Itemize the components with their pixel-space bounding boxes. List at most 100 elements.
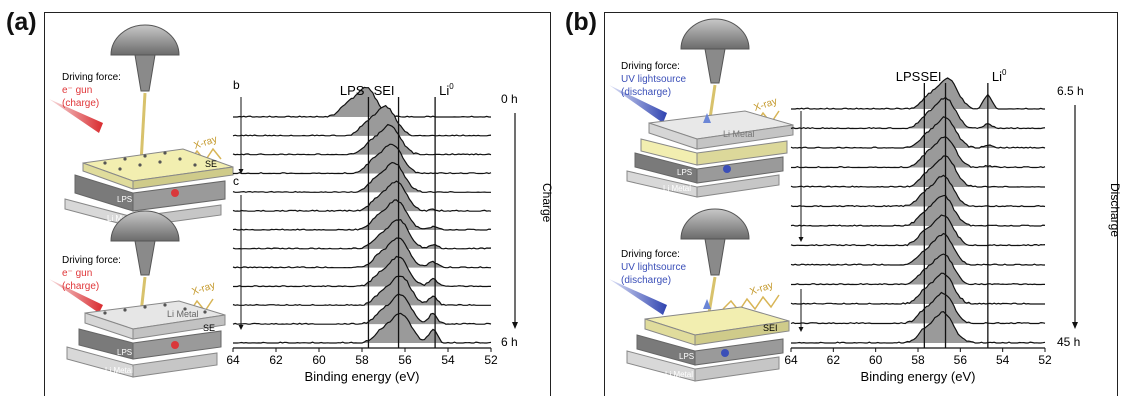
spectrum-line	[233, 86, 491, 118]
x-tick-label: 54	[996, 353, 1010, 367]
spectrum-fill	[233, 238, 491, 268]
x-axis-label: Binding energy (eV)	[861, 369, 976, 384]
reference-label: LPS	[340, 83, 365, 98]
x-tick-label: 58	[355, 353, 369, 367]
x-tick-label: 52	[484, 353, 498, 367]
spectrum-fill	[791, 175, 1045, 207]
x-tick-label: 62	[827, 353, 841, 367]
spectrum-fill	[791, 215, 1045, 246]
uv-beam-arrow-icon	[609, 279, 667, 315]
li-metal-label: Li Metal	[663, 184, 691, 193]
series-arrow-head	[798, 327, 804, 332]
discharge-side-label: Discharge	[1108, 183, 1122, 237]
device-top-b: Driving force: UV lightsource (discharge…	[609, 18, 794, 198]
mode-label: (charge)	[62, 281, 99, 292]
spectrum-line	[233, 143, 492, 175]
li-metal-label: Li Metal	[107, 214, 135, 223]
detector-dome-icon	[680, 18, 750, 126]
time-end-label: 6 h	[501, 335, 518, 349]
spectrum-line	[232, 275, 491, 306]
spectrum-line	[232, 180, 492, 212]
spectrum-line	[232, 237, 491, 269]
spectrum-fill	[791, 254, 1045, 285]
spectrum-line	[790, 272, 1045, 305]
x-tick-label: 62	[269, 353, 283, 367]
se-label: SE	[203, 323, 215, 333]
time-start-label: 6.5 h	[1057, 84, 1084, 98]
spectrum-fill	[233, 199, 491, 230]
driving-force-label: Driving force:	[62, 72, 121, 83]
spectrum-fill	[233, 219, 491, 249]
x-tick-label: 52	[1038, 353, 1052, 367]
ion-arrow-icon	[703, 299, 711, 309]
panel-b-figure: Driving force: UV lightsource (discharge…	[609, 18, 1122, 384]
xray-label: X-ray	[193, 134, 219, 152]
mode-label: (discharge)	[621, 87, 671, 98]
lps-label: LPS	[117, 348, 132, 357]
li-metal-top-label: Li Metal	[167, 309, 199, 319]
spectrum-fill	[791, 97, 1045, 129]
charge-side-label: Charge	[540, 183, 554, 223]
device-bottom-b: Driving force: UV lightsource (discharge…	[609, 208, 790, 382]
source-label: UV lightsource	[621, 74, 686, 85]
spectrum-line	[790, 96, 1046, 130]
spectrum-fill	[791, 311, 1045, 343]
x-tick-label: 58	[911, 353, 925, 367]
x-tick-label: 60	[869, 353, 883, 367]
marker-c-label: c	[233, 174, 239, 188]
xray-label: X-ray	[749, 280, 775, 298]
spectrum-fill	[233, 294, 491, 325]
spectrum-fill	[791, 195, 1045, 226]
mode-label: (charge)	[62, 98, 99, 109]
xps-chart-b: LPS SEI Li0 64 62 60 58 56 54 52 Binding energy (e…	[784, 68, 1083, 384]
source-label: UV lightsource	[621, 262, 686, 273]
spectrum-line	[791, 310, 1046, 344]
ion-arrow-icon	[703, 113, 711, 123]
reference-label: LPS	[896, 69, 921, 84]
electron-icon	[171, 341, 179, 349]
source-label: e⁻ gun	[62, 85, 92, 96]
spectrum-line	[233, 255, 491, 288]
spectrum-line	[790, 174, 1046, 208]
time-arrow-head	[512, 322, 518, 329]
spectrum-line	[791, 77, 1045, 110]
device-top-a: Driving force: e⁻ gun (charge) X-ray SE …	[49, 24, 234, 228]
detector-dome-icon	[680, 208, 750, 314]
time-end-label: 45 h	[1057, 335, 1080, 349]
spectrum-line	[790, 155, 1045, 188]
detector-dome-icon	[110, 24, 180, 164]
sei-label: SEI	[763, 323, 778, 333]
spectrum-fill	[233, 181, 491, 212]
spectrum-line	[790, 214, 1046, 247]
reference-label: SEI	[921, 69, 942, 84]
panel-a-label: (a)	[6, 8, 37, 36]
driving-force-label: Driving force:	[621, 249, 680, 260]
source-label: e⁻ gun	[62, 268, 92, 279]
device-bottom-a: Driving force: e⁻ gun (charge) X-ray Li …	[49, 210, 226, 378]
reference-label: SEI	[374, 83, 395, 98]
x-tick-label: 56	[954, 353, 968, 367]
driving-force-label: Driving force:	[621, 61, 680, 72]
driving-force-label: Driving force:	[62, 255, 121, 266]
time-start-label: 0 h	[501, 92, 518, 106]
electron-beam-arrow-icon	[49, 279, 103, 313]
spectrum-fill	[791, 116, 1045, 148]
electron-icon	[721, 349, 729, 357]
reference-label: Li0	[439, 82, 454, 98]
mode-label: (discharge)	[621, 275, 671, 286]
xray-label: X-ray	[753, 96, 779, 114]
spectrum-fill	[791, 273, 1045, 304]
panel-b-label: (b)	[565, 8, 597, 36]
spectrum-fill	[791, 292, 1045, 324]
spectrum-line	[791, 136, 1046, 169]
electron-icon	[723, 165, 731, 173]
xps-chart-a: LPS SEI Li0 64 62 60 58 56 54 52 Binding energy (e…	[226, 82, 518, 384]
spectrum-line	[232, 219, 492, 250]
spectrum-line	[791, 253, 1045, 286]
spectrum-line	[790, 291, 1046, 325]
spectrum-line	[233, 312, 492, 344]
panel-a: Driving force: e⁻ gun (charge) X-ray SE …	[44, 12, 554, 396]
spectrum-fill	[233, 162, 491, 193]
x-tick-label: 64	[784, 353, 798, 367]
xray-label: X-ray	[191, 280, 217, 298]
